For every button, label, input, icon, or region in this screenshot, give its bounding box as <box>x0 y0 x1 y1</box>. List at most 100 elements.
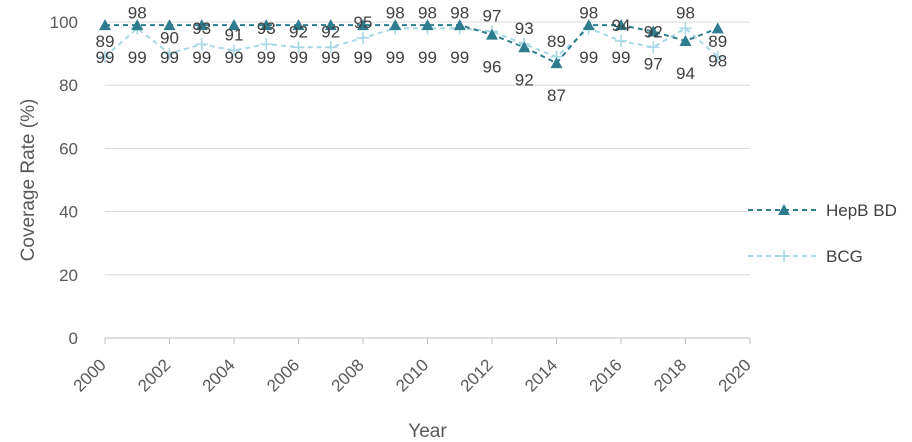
data-point <box>357 31 369 44</box>
data-point <box>647 41 660 54</box>
data-label: 97 <box>483 6 502 25</box>
data-label: 99 <box>450 48 469 67</box>
data-label: 99 <box>289 48 308 67</box>
data-label: 98 <box>708 51 727 70</box>
data-label: 89 <box>708 32 727 51</box>
legend-label: HepB BD <box>826 201 897 220</box>
x-tick-label: 2012 <box>457 355 497 395</box>
data-point <box>679 22 692 35</box>
data-label: 92 <box>289 22 308 41</box>
y-tick-label: 80 <box>59 76 78 95</box>
data-point <box>292 41 305 54</box>
data-label: 99 <box>354 48 373 67</box>
data-point <box>99 50 111 63</box>
x-tick-label: 2008 <box>328 355 368 395</box>
data-label: 99 <box>192 48 211 67</box>
data-point <box>131 19 144 31</box>
data-point <box>357 19 369 31</box>
x-tick-label: 2000 <box>70 355 110 395</box>
data-point <box>99 19 111 31</box>
x-tick-label: 2016 <box>586 355 626 395</box>
data-point <box>550 57 563 69</box>
y-axis-title: Coverage Rate (%) <box>18 99 39 262</box>
series-line-bcg <box>104 27 719 58</box>
data-point <box>647 25 660 37</box>
legend-label: BCG <box>826 247 863 266</box>
data-point <box>679 34 692 46</box>
data-label: 98 <box>418 3 437 22</box>
legend-marker <box>778 250 790 262</box>
data-label: 99 <box>386 48 405 67</box>
series-layer <box>99 19 724 69</box>
legend: HepB BD BCG <box>748 201 897 266</box>
data-label: 94 <box>612 16 631 35</box>
x-tick-label: 2018 <box>650 355 690 395</box>
data-label: 99 <box>321 48 340 67</box>
data-point <box>228 44 240 57</box>
x-axis-title: Year <box>408 421 447 442</box>
legend-item-hepb-bd: HepB BD <box>748 201 897 220</box>
data-label: 98 <box>128 3 147 22</box>
data-point <box>518 41 531 53</box>
data-point <box>260 19 273 31</box>
data-point <box>421 19 434 31</box>
data-point <box>195 19 208 31</box>
data-label: 99 <box>612 48 631 67</box>
series-line-hepb-bd <box>105 24 719 65</box>
data-point <box>163 47 176 60</box>
data-label: 99 <box>160 48 179 67</box>
data-label: 89 <box>547 32 566 51</box>
data-point <box>453 19 466 31</box>
y-tick-label: 40 <box>59 203 78 222</box>
data-point <box>615 19 627 31</box>
data-label: 92 <box>515 70 534 89</box>
data-label: 93 <box>257 19 276 38</box>
data-label: 99 <box>257 48 276 67</box>
data-label: 92 <box>644 22 663 41</box>
x-tick-label: 2006 <box>263 355 303 395</box>
data-point <box>389 19 402 31</box>
x-tick-label: 2020 <box>715 355 755 395</box>
y-tick-label: 0 <box>69 329 78 348</box>
data-label: 93 <box>192 19 211 38</box>
data-point <box>711 22 724 34</box>
data-label: 99 <box>96 48 115 67</box>
y-tick-label: 100 <box>50 13 78 32</box>
legend-item-bcg: BCG <box>748 247 863 266</box>
y-tick-label: 20 <box>59 266 78 285</box>
legend-marker <box>778 204 790 215</box>
data-label: 95 <box>354 13 373 32</box>
data-label: 94 <box>676 64 695 83</box>
data-label: 87 <box>547 86 566 105</box>
data-point <box>228 19 240 31</box>
x-tick-label: 2004 <box>199 355 239 395</box>
data-label: 99 <box>225 48 244 67</box>
data-label: 93 <box>515 19 534 38</box>
x-tick-label: 2010 <box>392 355 432 395</box>
data-label: 91 <box>225 25 244 44</box>
data-label: 98 <box>386 3 405 22</box>
data-point <box>195 38 208 51</box>
data-label: 98 <box>579 3 598 22</box>
data-point <box>486 28 498 40</box>
data-point <box>615 34 627 47</box>
data-point <box>324 41 337 54</box>
data-point <box>324 19 337 31</box>
data-point <box>711 50 724 63</box>
x-tick-label: 2014 <box>521 355 561 395</box>
y-tick-label: 60 <box>59 139 78 158</box>
data-label: 98 <box>450 3 469 22</box>
data-label: 92 <box>321 22 340 41</box>
data-labels-layer: 99 99 99 99 99 99 99 99 99 99 99 99 96 92 87 99 99 97 94 98… <box>96 3 728 105</box>
data-label: 90 <box>160 29 179 48</box>
data-label: 96 <box>483 58 502 77</box>
data-point <box>582 19 595 31</box>
data-label: 99 <box>418 48 437 67</box>
x-axis-ticks: 2000 2002 2004 2006 2008 2010 2012 2014 2016 2018… <box>70 338 755 396</box>
data-label: 98 <box>676 3 695 22</box>
y-axis-ticks: 0 20 40 60 80 100 <box>50 13 78 348</box>
data-label: 97 <box>644 54 663 73</box>
data-point <box>163 19 176 31</box>
data-label: 99 <box>579 48 598 67</box>
